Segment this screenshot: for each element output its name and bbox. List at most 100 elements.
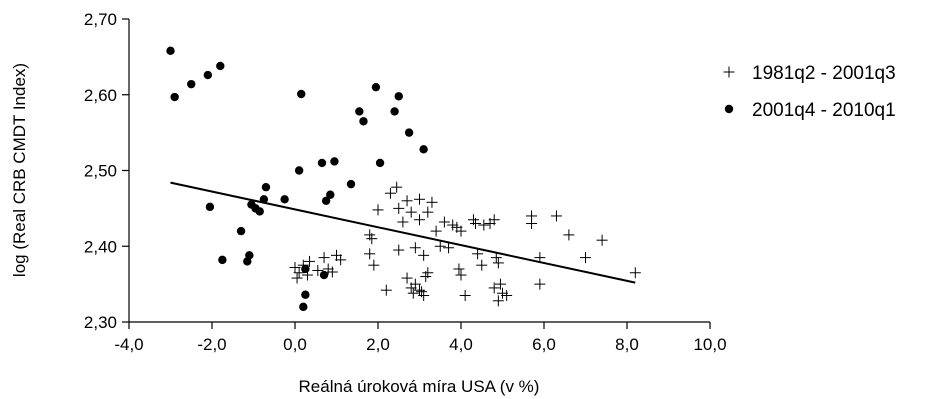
circle-point <box>280 195 289 204</box>
plus-point <box>368 259 380 271</box>
plus-point <box>459 289 471 301</box>
plus-point <box>326 266 338 278</box>
x-tick-label: -4,0 <box>114 335 143 354</box>
legend-label: 1981q2 - 2001q3 <box>752 63 896 84</box>
circle-point <box>317 158 327 168</box>
circle-point <box>326 190 335 199</box>
plus-point <box>409 278 421 290</box>
circle-point <box>346 179 356 189</box>
plus-point <box>418 289 430 301</box>
y-tick-label: 2,40 <box>84 237 117 256</box>
circle-point <box>245 251 254 260</box>
plus-point <box>393 202 405 214</box>
plus-point <box>488 214 500 226</box>
plus-point <box>304 255 316 267</box>
plus-point <box>550 210 562 222</box>
plus-point <box>426 196 438 208</box>
circle-point <box>203 70 213 80</box>
plus-point <box>418 249 430 261</box>
circle-point <box>255 207 264 216</box>
plus-point <box>476 259 488 271</box>
plus-point <box>629 267 641 279</box>
y-tick-label: 2,30 <box>84 313 117 332</box>
plus-point <box>526 218 538 230</box>
plus-point <box>380 284 392 296</box>
circle-point <box>390 107 399 116</box>
plus-point <box>434 240 446 252</box>
plus-point <box>478 219 490 231</box>
plus-point <box>384 187 396 199</box>
legend-label: 2001q4 - 2010q1 <box>752 100 896 121</box>
plus-point <box>490 252 502 264</box>
y-tick-label: 2,70 <box>84 10 117 29</box>
x-axis-label: Reálná úroková míra USA (v %) <box>299 377 540 396</box>
circle-point <box>330 157 339 166</box>
plus-point <box>335 254 347 266</box>
circle-point <box>301 290 310 299</box>
circle-point <box>394 92 403 101</box>
x-tick-label: 10,0 <box>693 335 726 354</box>
trendline-group <box>170 181 636 284</box>
plus-point <box>312 264 324 276</box>
x-tick-label: 6,0 <box>532 335 556 354</box>
plus-point <box>364 248 376 260</box>
plus-point <box>401 195 413 207</box>
y-tick-label: 2,50 <box>84 162 117 181</box>
plus-point <box>318 252 330 264</box>
plus-point <box>563 229 575 241</box>
plus-point <box>414 214 425 226</box>
circle-point <box>236 226 246 236</box>
circle-point <box>321 196 331 205</box>
plus-point <box>534 278 546 290</box>
circle-point <box>297 89 306 99</box>
plus-point <box>470 218 482 230</box>
circle-point <box>259 195 269 204</box>
x-tick-label: 2,0 <box>366 335 390 354</box>
plus-point <box>492 295 504 307</box>
circle-point <box>404 128 414 137</box>
legend-marker <box>724 104 734 114</box>
circle-point <box>371 82 381 92</box>
circle-point <box>419 145 428 154</box>
circle-point <box>187 79 196 89</box>
circle-point <box>205 202 215 212</box>
y-tick-label: 2,60 <box>84 86 117 105</box>
plus-point <box>472 248 484 260</box>
circle-point <box>319 270 329 280</box>
circle-point <box>299 302 308 312</box>
plus-point <box>372 204 384 216</box>
plus-point <box>438 216 450 228</box>
circle-point <box>375 158 385 168</box>
x-tick-label: -2,0 <box>197 335 226 354</box>
plus-point <box>397 216 409 228</box>
trendline <box>170 181 636 284</box>
plus-point <box>409 242 421 254</box>
plus-point <box>414 193 425 205</box>
x-tick-label: 4,0 <box>449 335 473 354</box>
plus-point <box>407 287 419 299</box>
circle-point <box>301 264 310 274</box>
circle-point <box>218 255 227 265</box>
x-tick-label: 0,0 <box>283 335 307 354</box>
plus-point <box>455 225 467 237</box>
plus-point <box>405 206 417 218</box>
plus-point <box>422 206 434 218</box>
y-axis-label: log (Real CRB CMDT Index) <box>10 63 29 277</box>
plus-point <box>393 244 405 256</box>
circle-point <box>170 92 179 102</box>
plus-point <box>293 267 305 279</box>
plus-point <box>443 242 455 254</box>
legend: 1981q2 - 2001q3 2001q4 - 2010q1 <box>723 63 896 121</box>
circle-point <box>355 107 364 116</box>
x-tick-label: 8,0 <box>615 335 639 354</box>
plus-point <box>391 181 403 193</box>
plus-point <box>455 269 467 281</box>
plus-point <box>580 252 591 264</box>
plus-point <box>422 267 434 279</box>
circle-point <box>216 61 225 71</box>
plus-point <box>492 257 504 269</box>
plus-point <box>534 252 546 264</box>
legend-marker <box>723 66 735 78</box>
plus-point <box>501 289 513 301</box>
